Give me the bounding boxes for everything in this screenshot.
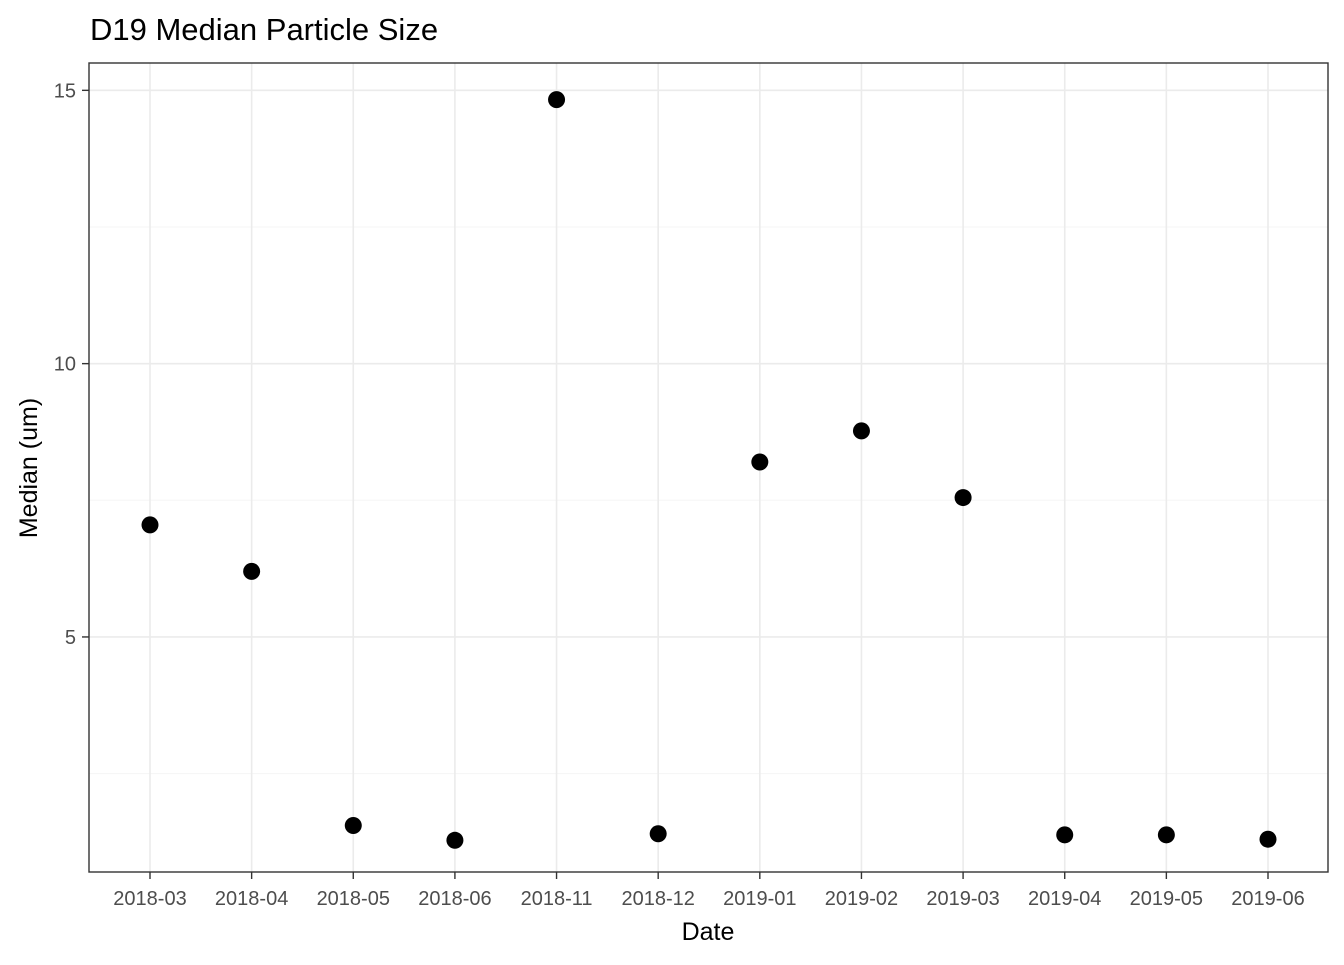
x-tick-label: 2019-01 <box>723 888 796 910</box>
panel-border <box>88 62 1329 873</box>
x-tick-label: 2019-04 <box>1028 888 1101 910</box>
x-tick-label: 2018-06 <box>418 888 491 910</box>
y-tick-label: 15 <box>54 80 76 102</box>
data-point <box>446 831 464 849</box>
x-tick-label: 2019-03 <box>926 888 999 910</box>
data-point <box>1056 826 1074 844</box>
y-tick-label: 5 <box>65 627 76 649</box>
x-tick-label: 2018-04 <box>215 888 288 910</box>
data-points <box>141 91 1277 849</box>
data-point <box>852 422 870 440</box>
y-axis-title: Median (um) <box>15 398 43 538</box>
data-point <box>1157 826 1175 844</box>
chart-title: D19 Median Particle Size <box>90 12 438 47</box>
data-point <box>548 91 566 109</box>
x-tick-label: 2019-02 <box>825 888 898 910</box>
grid-lines <box>89 63 1328 872</box>
data-point <box>243 562 261 580</box>
x-tick-label: 2018-03 <box>113 888 186 910</box>
y-tick-label: 10 <box>54 354 76 376</box>
x-tick-label: 2018-05 <box>317 888 390 910</box>
data-point <box>649 825 667 843</box>
x-tick-label: 2018-11 <box>521 888 593 910</box>
x-axis-tick-labels: 2018-03 2018-04 2018-05 2018-06 2018-11 2018-… <box>113 888 1304 910</box>
data-point <box>141 516 159 534</box>
data-point <box>344 817 362 835</box>
x-tick-label: 2018-12 <box>621 888 694 910</box>
data-point <box>751 453 769 471</box>
x-tick-label: 2019-05 <box>1130 888 1203 910</box>
x-axis-title: Date <box>682 918 735 946</box>
data-point <box>1259 830 1277 848</box>
x-tick-label: 2019-06 <box>1231 888 1304 910</box>
axis-ticks <box>82 89 1269 879</box>
y-axis-tick-labels: 5 10 15 <box>54 80 76 649</box>
data-point <box>954 489 972 507</box>
